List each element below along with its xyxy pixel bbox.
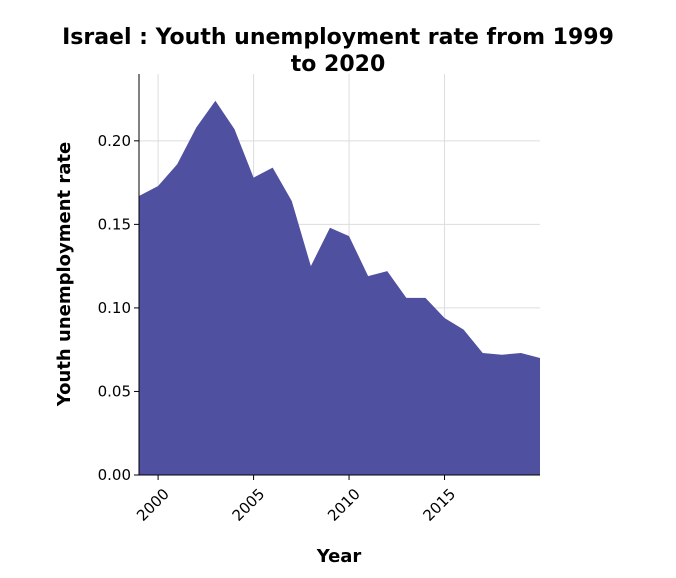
x-tick-label: 2015 bbox=[420, 485, 460, 525]
x-tick-label: 2000 bbox=[133, 485, 173, 525]
y-tick-label: 0.20 bbox=[98, 132, 131, 150]
area-series bbox=[139, 100, 540, 475]
x-tick-label: 2005 bbox=[229, 485, 269, 525]
y-tick-label: 0.10 bbox=[98, 299, 131, 317]
x-tick-label: 2010 bbox=[324, 485, 364, 525]
y-tick-label: 0.15 bbox=[98, 215, 131, 233]
chart-title-line-2: to 2020 bbox=[291, 52, 386, 77]
y-axis-label: Youth unemployment rate bbox=[54, 142, 75, 407]
y-tick-label: 0.00 bbox=[98, 466, 131, 484]
axes: 0.00 0.05 0.10 0.15 0.20 2000 2005 2010 2015 bbox=[98, 74, 540, 525]
area-fill bbox=[139, 100, 540, 475]
x-axis-label: Year bbox=[316, 546, 362, 567]
y-tick-label: 0.05 bbox=[98, 382, 131, 400]
chart-title-line-1: Israel : Youth unemployment rate from 19… bbox=[62, 25, 614, 50]
